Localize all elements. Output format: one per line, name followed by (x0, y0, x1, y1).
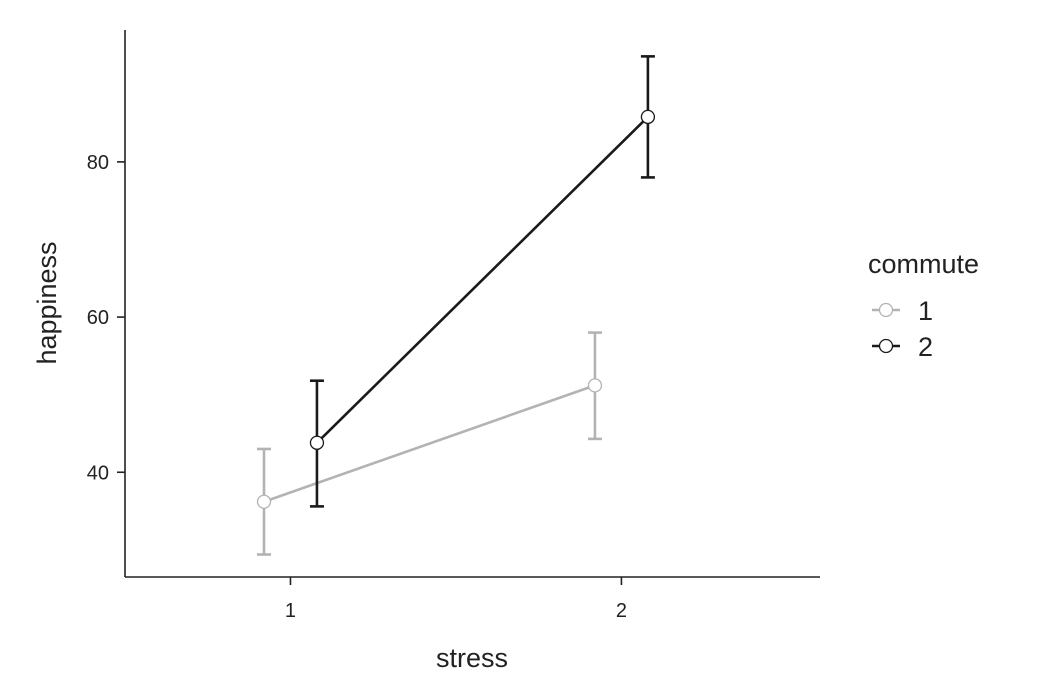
legend: commute 1 2 (868, 249, 979, 362)
legend-key-point-1 (878, 302, 894, 318)
plot-area (256, 55, 656, 556)
x-axis-title: stress (436, 643, 508, 673)
data-point-series2-x2 (640, 109, 656, 125)
legend-label-1: 1 (918, 296, 933, 326)
series-line-2 (316, 115, 649, 444)
legend-label-2: 2 (918, 332, 933, 362)
data-point-series2-x1 (309, 435, 325, 450)
y-axis-title: happiness (32, 241, 62, 364)
axes: 1 2 40 60 80 (87, 30, 820, 622)
x-tick-label-2: 2 (616, 600, 627, 622)
y-tick-label-40: 40 (87, 462, 109, 484)
legend-key-point-2 (878, 338, 894, 354)
y-tick-label-60: 60 (87, 307, 109, 329)
y-tick-label-80: 80 (87, 152, 109, 174)
data-point-series1-x1 (256, 494, 272, 509)
series-line-1 (263, 384, 596, 503)
data-point-series1-x2 (587, 378, 603, 393)
legend-title: commute (868, 249, 979, 279)
x-tick-label-1: 1 (285, 600, 296, 622)
